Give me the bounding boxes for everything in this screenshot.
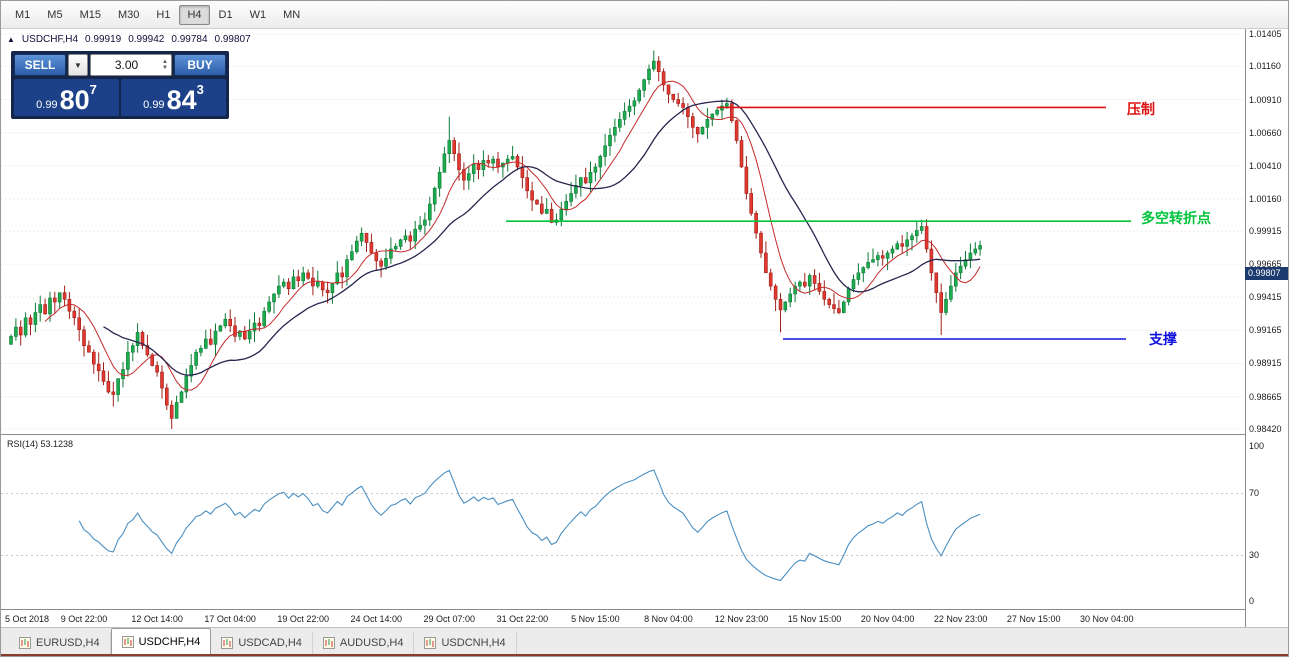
time-axis-label: 5 Nov 15:00 bbox=[571, 614, 620, 624]
time-axis-label: 17 Oct 04:00 bbox=[204, 614, 256, 624]
current-price-badge: 0.99807 bbox=[1245, 267, 1288, 281]
tab-label: USDCNH,H4 bbox=[441, 637, 506, 649]
time-axis-label: 24 Oct 14:00 bbox=[350, 614, 403, 624]
timeframe-button-m1[interactable]: M1 bbox=[15, 8, 31, 21]
time-axis-label: 20 Nov 04:00 bbox=[860, 614, 915, 624]
buy-price-prefix: 0.99 bbox=[143, 99, 165, 111]
rsi-axis-label: 100 bbox=[1249, 441, 1265, 451]
tab-usdchf[interactable]: USDCHF,H4 bbox=[110, 628, 212, 654]
time-axis-label: 8 Nov 04:00 bbox=[644, 614, 693, 624]
volume-spinner[interactable]: ▲ ▼ bbox=[162, 59, 171, 71]
tab-eurusd[interactable]: EURUSD,H4 bbox=[9, 632, 111, 654]
price-axis-label: 1.01405 bbox=[1249, 29, 1282, 39]
tab-audusd[interactable]: AUDUSD,H4 bbox=[313, 632, 415, 654]
price-axis-label: 0.98665 bbox=[1249, 391, 1282, 402]
rsi-axis-label: 0 bbox=[1249, 596, 1255, 606]
timeframe-toolbar: M1 M5 M15 M30 H1 H4 D1 W1 MN bbox=[1, 1, 1288, 29]
sell-price-box[interactable]: 0.99 80 7 bbox=[14, 79, 119, 116]
chart-region: ▲ USDCHF,H4 0.99919 0.99942 0.99784 0.99… bbox=[1, 29, 1288, 631]
time-axis-label: 5 Oct 2018 bbox=[5, 614, 50, 624]
timeframe-button-d1[interactable]: D1 bbox=[218, 8, 233, 21]
tab-label: USDCHF,H4 bbox=[138, 635, 201, 648]
ohlc-low: 0.99784 bbox=[171, 34, 208, 45]
time-axis[interactable]: 5 Oct 2018 9 Oct 22:00 12 Oct 14:00 17 Oct … bbox=[1, 609, 1245, 631]
rsi-indicator-panel[interactable] bbox=[1, 434, 1245, 609]
price-axis-label: 1.00410 bbox=[1249, 160, 1282, 171]
chart-tabs-bar: EURUSD,H4 USDCHF,H4 USDCAD,H4 AUDUSD,H4 USDC… bbox=[1, 627, 1288, 654]
buy-button[interactable]: BUY bbox=[174, 54, 226, 76]
price-axis-label: 0.99415 bbox=[1249, 292, 1282, 303]
timeframe-button-h4[interactable]: H4 bbox=[179, 4, 210, 25]
chevron-down-icon: ▼ bbox=[74, 60, 82, 70]
sell-price-prefix: 0.99 bbox=[36, 99, 58, 111]
tab-label: EURUSD,H4 bbox=[36, 637, 100, 649]
symbol-marker-icon: ▲ bbox=[7, 35, 15, 44]
one-click-trade-panel: SELL ▼ 3.00 ▲ ▼ BUY 0.99 80 7 bbox=[11, 51, 229, 119]
time-axis-label: 12 Nov 23:00 bbox=[714, 614, 769, 624]
chart-tab-icon bbox=[121, 635, 134, 648]
chart-title: ▲ USDCHF,H4 0.99919 0.99942 0.99784 0.99… bbox=[7, 34, 251, 45]
chart-tab-icon bbox=[221, 637, 234, 649]
timeframe-button-h1[interactable]: H1 bbox=[156, 8, 171, 21]
price-axis-label: 1.00660 bbox=[1249, 127, 1282, 138]
tab-usdcad[interactable]: USDCAD,H4 bbox=[211, 632, 313, 654]
timeframe-button-w1[interactable]: W1 bbox=[249, 8, 267, 21]
sell-button[interactable]: SELL bbox=[14, 54, 66, 76]
sell-price-big: 80 bbox=[59, 85, 90, 115]
candlestick-chart[interactable] bbox=[1, 29, 1245, 434]
tab-usdcnh[interactable]: USDCNH,H4 bbox=[414, 632, 517, 654]
spinner-up-icon: ▲ bbox=[162, 59, 168, 65]
volume-value: 3.00 bbox=[114, 58, 139, 72]
resistance-label[interactable]: 压制 bbox=[1127, 101, 1155, 117]
rsi-label: RSI(14) 53.1238 bbox=[7, 439, 74, 449]
price-axis[interactable]: 1.01405 1.01160 1.00910 1.00660 1.00410 1.001… bbox=[1245, 29, 1288, 631]
price-axis-label: 1.01160 bbox=[1249, 61, 1281, 72]
time-axis-label: 22 Nov 23:00 bbox=[933, 614, 988, 624]
chart-tab-icon bbox=[322, 637, 335, 649]
price-axis-label: 1.00910 bbox=[1249, 94, 1282, 105]
time-axis-label: 15 Nov 15:00 bbox=[787, 614, 842, 624]
rsi-axis-label: 70 bbox=[1249, 487, 1260, 498]
time-axis-label: 19 Oct 22:00 bbox=[277, 614, 329, 624]
time-axis-label: 27 Nov 15:00 bbox=[1006, 614, 1061, 624]
time-axis-label: 9 Oct 22:00 bbox=[60, 614, 108, 624]
chart-tab-icon bbox=[424, 637, 437, 649]
timeframe-button-m15[interactable]: M15 bbox=[79, 8, 101, 21]
ohlc-high: 0.99942 bbox=[128, 34, 165, 45]
time-axis-label: 31 Oct 22:00 bbox=[496, 614, 549, 624]
chart-tab-icon bbox=[19, 637, 31, 649]
price-axis-label: 0.99665 bbox=[1249, 259, 1282, 270]
spinner-down-icon: ▼ bbox=[162, 65, 168, 71]
sell-price-pip: 7 bbox=[89, 82, 97, 97]
price-axis-label: 0.98420 bbox=[1249, 424, 1282, 434]
tab-label: USDCAD,H4 bbox=[238, 637, 302, 649]
buy-price-big: 84 bbox=[166, 85, 197, 115]
timeframe-button-m5[interactable]: M5 bbox=[47, 8, 63, 21]
price-axis-label: 0.99165 bbox=[1249, 325, 1282, 336]
volume-preset-dropdown[interactable]: ▼ bbox=[68, 54, 88, 76]
volume-input[interactable]: 3.00 ▲ ▼ bbox=[90, 54, 172, 76]
ohlc-close: 0.99807 bbox=[214, 34, 251, 45]
price-axis-label: 1.00160 bbox=[1249, 193, 1282, 204]
rsi-axis-label: 30 bbox=[1249, 549, 1260, 560]
chart-symbol-period: USDCHF,H4 bbox=[21, 34, 79, 45]
ohlc-open: 0.99919 bbox=[85, 34, 122, 45]
timeframe-button-mn[interactable]: MN bbox=[283, 8, 301, 21]
support-label[interactable]: 支撑 bbox=[1149, 331, 1177, 347]
buy-price-box[interactable]: 0.99 84 3 bbox=[121, 79, 226, 116]
buy-price-pip: 3 bbox=[196, 82, 204, 97]
timeframe-button-m30[interactable]: M30 bbox=[117, 8, 140, 21]
price-axis-label: 0.98915 bbox=[1249, 358, 1282, 369]
time-axis-label: 12 Oct 14:00 bbox=[131, 614, 183, 624]
tab-label: AUDUSD,H4 bbox=[339, 637, 404, 649]
time-axis-label: 29 Oct 07:00 bbox=[423, 614, 476, 624]
price-axis-label: 0.99915 bbox=[1249, 226, 1282, 237]
pivot-label[interactable]: 多空转折点 bbox=[1141, 210, 1211, 226]
time-axis-label: 30 Nov 04:00 bbox=[1079, 614, 1134, 624]
